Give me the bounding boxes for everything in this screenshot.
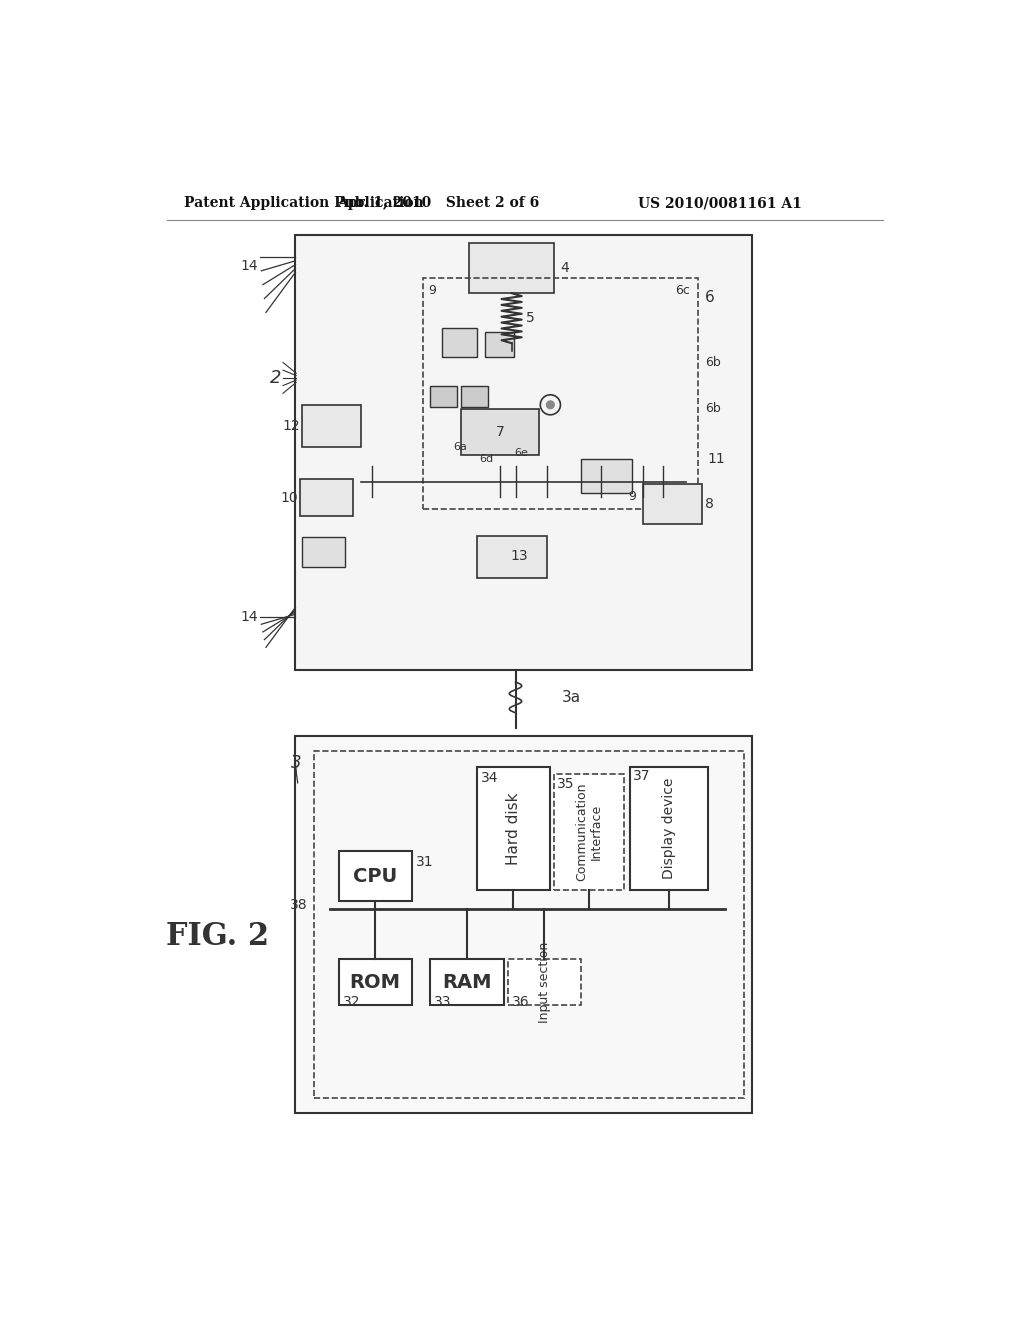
Bar: [302, 537, 345, 566]
Bar: [469, 243, 554, 293]
Text: 3: 3: [291, 754, 301, 772]
Text: 34: 34: [480, 771, 498, 784]
Bar: [442, 327, 477, 358]
Bar: [554, 775, 624, 890]
Bar: [643, 484, 701, 524]
Text: 6c: 6c: [675, 284, 690, 297]
Text: 6a: 6a: [454, 442, 467, 453]
Bar: [508, 960, 582, 1006]
Text: FIG. 2: FIG. 2: [166, 920, 268, 952]
Bar: [430, 385, 458, 407]
Text: 7: 7: [496, 425, 505, 438]
Text: US 2010/0081161 A1: US 2010/0081161 A1: [638, 197, 802, 210]
Bar: [582, 459, 632, 494]
Text: Communication
Interface: Communication Interface: [575, 783, 603, 882]
Text: 36: 36: [512, 995, 529, 1010]
Text: 14: 14: [241, 259, 258, 273]
Bar: [423, 277, 697, 508]
Text: 38: 38: [290, 899, 308, 912]
Bar: [295, 235, 752, 671]
Text: 6e: 6e: [514, 447, 527, 458]
Text: 3a: 3a: [562, 690, 582, 705]
Bar: [302, 405, 360, 447]
Text: 8: 8: [706, 498, 715, 511]
Bar: [430, 960, 504, 1006]
Text: 12: 12: [283, 418, 300, 433]
Text: RAM: RAM: [442, 973, 492, 991]
Text: 14: 14: [241, 610, 258, 623]
Circle shape: [547, 401, 554, 409]
Text: 6b: 6b: [706, 403, 721, 416]
Bar: [484, 331, 514, 358]
Text: 6b: 6b: [706, 356, 721, 370]
Bar: [477, 767, 550, 890]
Bar: [295, 737, 752, 1113]
Text: 32: 32: [343, 995, 360, 1010]
Bar: [314, 751, 744, 1098]
Text: Patent Application Publication: Patent Application Publication: [183, 197, 424, 210]
Bar: [300, 479, 352, 516]
Bar: [461, 385, 488, 407]
Text: 4: 4: [560, 261, 569, 275]
Text: Hard disk: Hard disk: [506, 792, 520, 865]
Text: 11: 11: [708, 451, 725, 466]
Text: 37: 37: [633, 770, 650, 783]
Text: 5: 5: [525, 310, 535, 325]
Text: Apr. 1, 2010   Sheet 2 of 6: Apr. 1, 2010 Sheet 2 of 6: [337, 197, 539, 210]
Text: 2: 2: [270, 368, 282, 387]
Bar: [339, 851, 413, 902]
Text: 6: 6: [706, 289, 715, 305]
Text: 31: 31: [417, 855, 434, 870]
Text: ROM: ROM: [350, 973, 400, 991]
Bar: [477, 536, 547, 578]
Text: Input section: Input section: [538, 941, 551, 1023]
Text: 9: 9: [628, 490, 636, 503]
Text: 33: 33: [434, 995, 452, 1010]
Bar: [461, 409, 539, 455]
Text: 13: 13: [511, 549, 528, 564]
Text: CPU: CPU: [353, 866, 397, 886]
Text: 9: 9: [429, 284, 436, 297]
Bar: [339, 960, 413, 1006]
Text: 6d: 6d: [479, 454, 494, 463]
Text: 35: 35: [557, 776, 574, 791]
Text: Display device: Display device: [662, 777, 676, 879]
Text: 10: 10: [281, 491, 299, 506]
Bar: [630, 767, 708, 890]
